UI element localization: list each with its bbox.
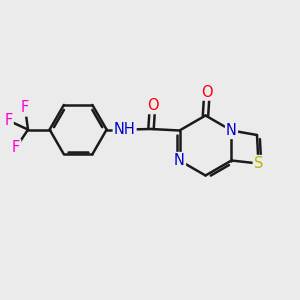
Text: O: O <box>201 85 213 100</box>
Text: N: N <box>226 123 237 138</box>
Text: F: F <box>21 100 29 116</box>
Text: N: N <box>174 153 185 168</box>
Text: F: F <box>4 113 13 128</box>
Text: S: S <box>254 156 263 171</box>
Text: O: O <box>147 98 158 113</box>
Text: F: F <box>12 140 20 155</box>
Text: NH: NH <box>114 122 136 137</box>
